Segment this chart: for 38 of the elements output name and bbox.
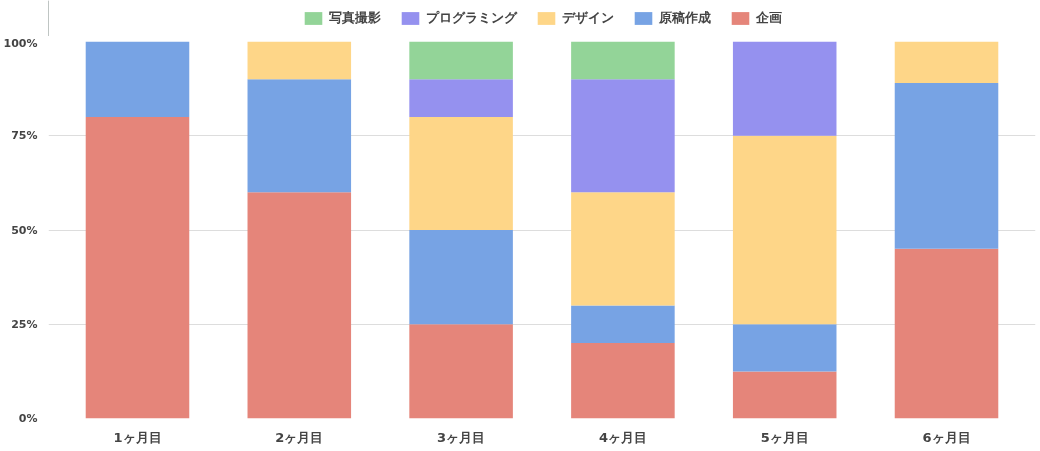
legend-label: 写真撮影: [328, 9, 381, 27]
x-tick-label: 5ヶ月目: [760, 429, 809, 445]
bar: [409, 79, 513, 117]
bar: [732, 135, 837, 325]
legend-label: デザイン: [561, 9, 614, 27]
bar: [894, 82, 999, 249]
y-tick-label: 25%: [11, 317, 38, 331]
bar: [571, 192, 675, 306]
legend-label: 企画: [755, 9, 782, 27]
bar: [409, 41, 513, 80]
bar: [894, 248, 999, 419]
y-tick-label: 100%: [3, 36, 38, 50]
bar: [571, 41, 675, 80]
bar: [732, 371, 837, 419]
x-tick-label: 4ヶ月目: [598, 429, 647, 445]
y-tick-label: 0%: [18, 412, 38, 425]
bar: [247, 79, 352, 193]
bar: [409, 230, 513, 325]
legend-label: プログラミング: [425, 9, 517, 27]
x-tick-label: 6ヶ月目: [922, 429, 971, 445]
bar: [571, 343, 675, 419]
bar: [247, 192, 352, 419]
legend-label: 原稿作成: [658, 9, 711, 27]
bar: [571, 79, 675, 193]
bar: [732, 324, 837, 372]
x-tick-label: 3ヶ月目: [437, 429, 486, 445]
bar: [85, 41, 190, 117]
x-tick-label: 1ヶ月目: [113, 429, 162, 445]
bar: [409, 116, 513, 230]
y-tick-label: 50%: [11, 223, 38, 237]
bar: [571, 305, 675, 344]
y-tick-label: 75%: [11, 129, 38, 143]
bar: [409, 324, 513, 419]
bar: [85, 116, 190, 419]
x-tick-label: 2ヶ月目: [275, 429, 324, 445]
bar: [894, 41, 999, 83]
bar: [247, 41, 352, 80]
bar: [732, 41, 837, 136]
